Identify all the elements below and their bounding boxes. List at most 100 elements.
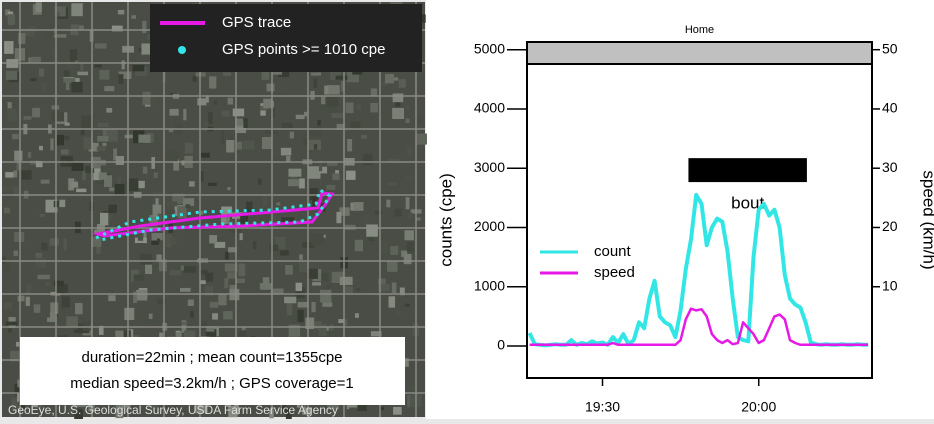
aerial-patch <box>4 302 12 309</box>
aerial-patch <box>297 310 303 322</box>
aerial-patch <box>31 57 41 62</box>
aerial-patch <box>340 277 353 285</box>
aerial-patch <box>182 160 185 165</box>
aerial-patch <box>124 308 134 320</box>
aerial-patch <box>355 313 359 318</box>
aerial-patch <box>224 278 228 288</box>
aerial-patch <box>253 241 256 249</box>
aerial-patch <box>98 123 109 127</box>
aerial-patch <box>393 407 402 415</box>
y2-tick-label: 30 <box>882 159 898 175</box>
aerial-patch <box>74 329 82 333</box>
aerial-patch <box>41 243 47 251</box>
aerial-patch <box>258 178 262 184</box>
aerial-patch <box>285 265 293 275</box>
aerial-patch <box>71 3 82 16</box>
aerial-patch <box>389 296 396 307</box>
aerial-patch <box>159 333 163 338</box>
aerial-patch <box>170 270 182 275</box>
summary-line: duration=22min ; mean count=1355cpe <box>81 349 342 366</box>
aerial-patch <box>118 10 124 14</box>
aerial-patch <box>186 204 191 208</box>
aerial-patch <box>345 286 353 294</box>
aerial-patch <box>225 252 229 260</box>
aerial-patch <box>129 178 139 191</box>
aerial-patch <box>408 213 412 219</box>
y2-axis-label: speed (km/h) <box>920 170 934 269</box>
aerial-patch <box>165 150 177 161</box>
aerial-patch <box>299 261 308 272</box>
aerial-patch <box>370 103 378 112</box>
aerial-patch <box>18 296 25 302</box>
aerial-patch <box>404 254 412 264</box>
aerial-patch <box>304 112 307 117</box>
aerial-patch <box>30 78 36 81</box>
aerial-patch <box>4 208 10 214</box>
aerial-patch <box>61 150 68 155</box>
aerial-patch <box>243 118 247 128</box>
aerial-patch <box>287 303 293 316</box>
aerial-patch <box>115 108 127 115</box>
aerial-patch <box>36 2 42 12</box>
aerial-patch <box>336 212 341 223</box>
aerial-patch <box>227 272 235 278</box>
aerial-patch <box>166 201 177 206</box>
aerial-patch <box>4 41 13 54</box>
aerial-patch <box>375 211 383 215</box>
aerial-patch <box>37 275 49 279</box>
aerial-patch <box>346 171 355 180</box>
aerial-patch <box>181 265 184 270</box>
aerial-patch <box>133 65 145 71</box>
aerial-patch <box>327 85 340 94</box>
aerial-patch <box>223 72 231 75</box>
aerial-patch <box>303 138 306 145</box>
y-tick-label: 2000 <box>474 218 505 234</box>
aerial-patch <box>336 76 348 80</box>
aerial-patch <box>185 143 193 154</box>
x-tick-label: 20:00 <box>741 399 776 415</box>
aerial-patch <box>223 311 233 319</box>
aerial-patch <box>363 154 373 165</box>
aerial-patch <box>190 311 194 318</box>
aerial-patch <box>71 182 78 188</box>
y-axis-label: counts (cpe) <box>436 173 455 267</box>
aerial-patch <box>39 69 44 77</box>
aerial-patch <box>180 288 191 292</box>
aerial-patch <box>142 21 146 33</box>
y2-tick-label: 50 <box>882 40 898 56</box>
aerial-patch <box>39 146 43 150</box>
aerial-patch <box>136 290 147 301</box>
aerial-patch <box>280 250 289 255</box>
aerial-patch <box>65 123 70 126</box>
aerial-patch <box>80 63 83 70</box>
aerial-patch <box>200 171 203 182</box>
aerial-patch <box>210 302 218 308</box>
aerial-patch <box>214 100 217 104</box>
aerial-patch <box>228 98 233 105</box>
aerial-patch <box>189 181 195 186</box>
aerial-patch <box>208 112 213 124</box>
aerial-patch <box>394 209 401 217</box>
aerial-patch <box>209 76 216 88</box>
aerial-patch <box>14 232 24 242</box>
aerial-patch <box>79 25 84 29</box>
aerial-patch <box>108 295 115 301</box>
aerial-patch <box>387 261 397 272</box>
aerial-patch <box>133 54 137 62</box>
aerial-patch <box>405 304 410 307</box>
aerial-patch <box>222 111 230 117</box>
aerial-patch <box>219 122 227 126</box>
aerial-patch <box>32 108 40 117</box>
aerial-patch <box>405 230 414 240</box>
aerial-patch <box>392 283 397 294</box>
figure: GPS trace GPS points >= 1010 cpe duratio… <box>0 0 934 419</box>
y-tick-label: 3000 <box>474 159 505 175</box>
summary-line: median speed=3.2km/h ; GPS coverage=1 <box>70 375 354 392</box>
aerial-patch <box>18 33 25 44</box>
aerial-patch <box>371 88 377 95</box>
aerial-patch <box>401 182 406 190</box>
aerial-patch <box>80 247 83 252</box>
page: {"map": {"legend": [{"label": "GPS trace… <box>0 0 934 419</box>
aerial-patch <box>406 119 410 124</box>
aerial-patch <box>312 282 321 285</box>
